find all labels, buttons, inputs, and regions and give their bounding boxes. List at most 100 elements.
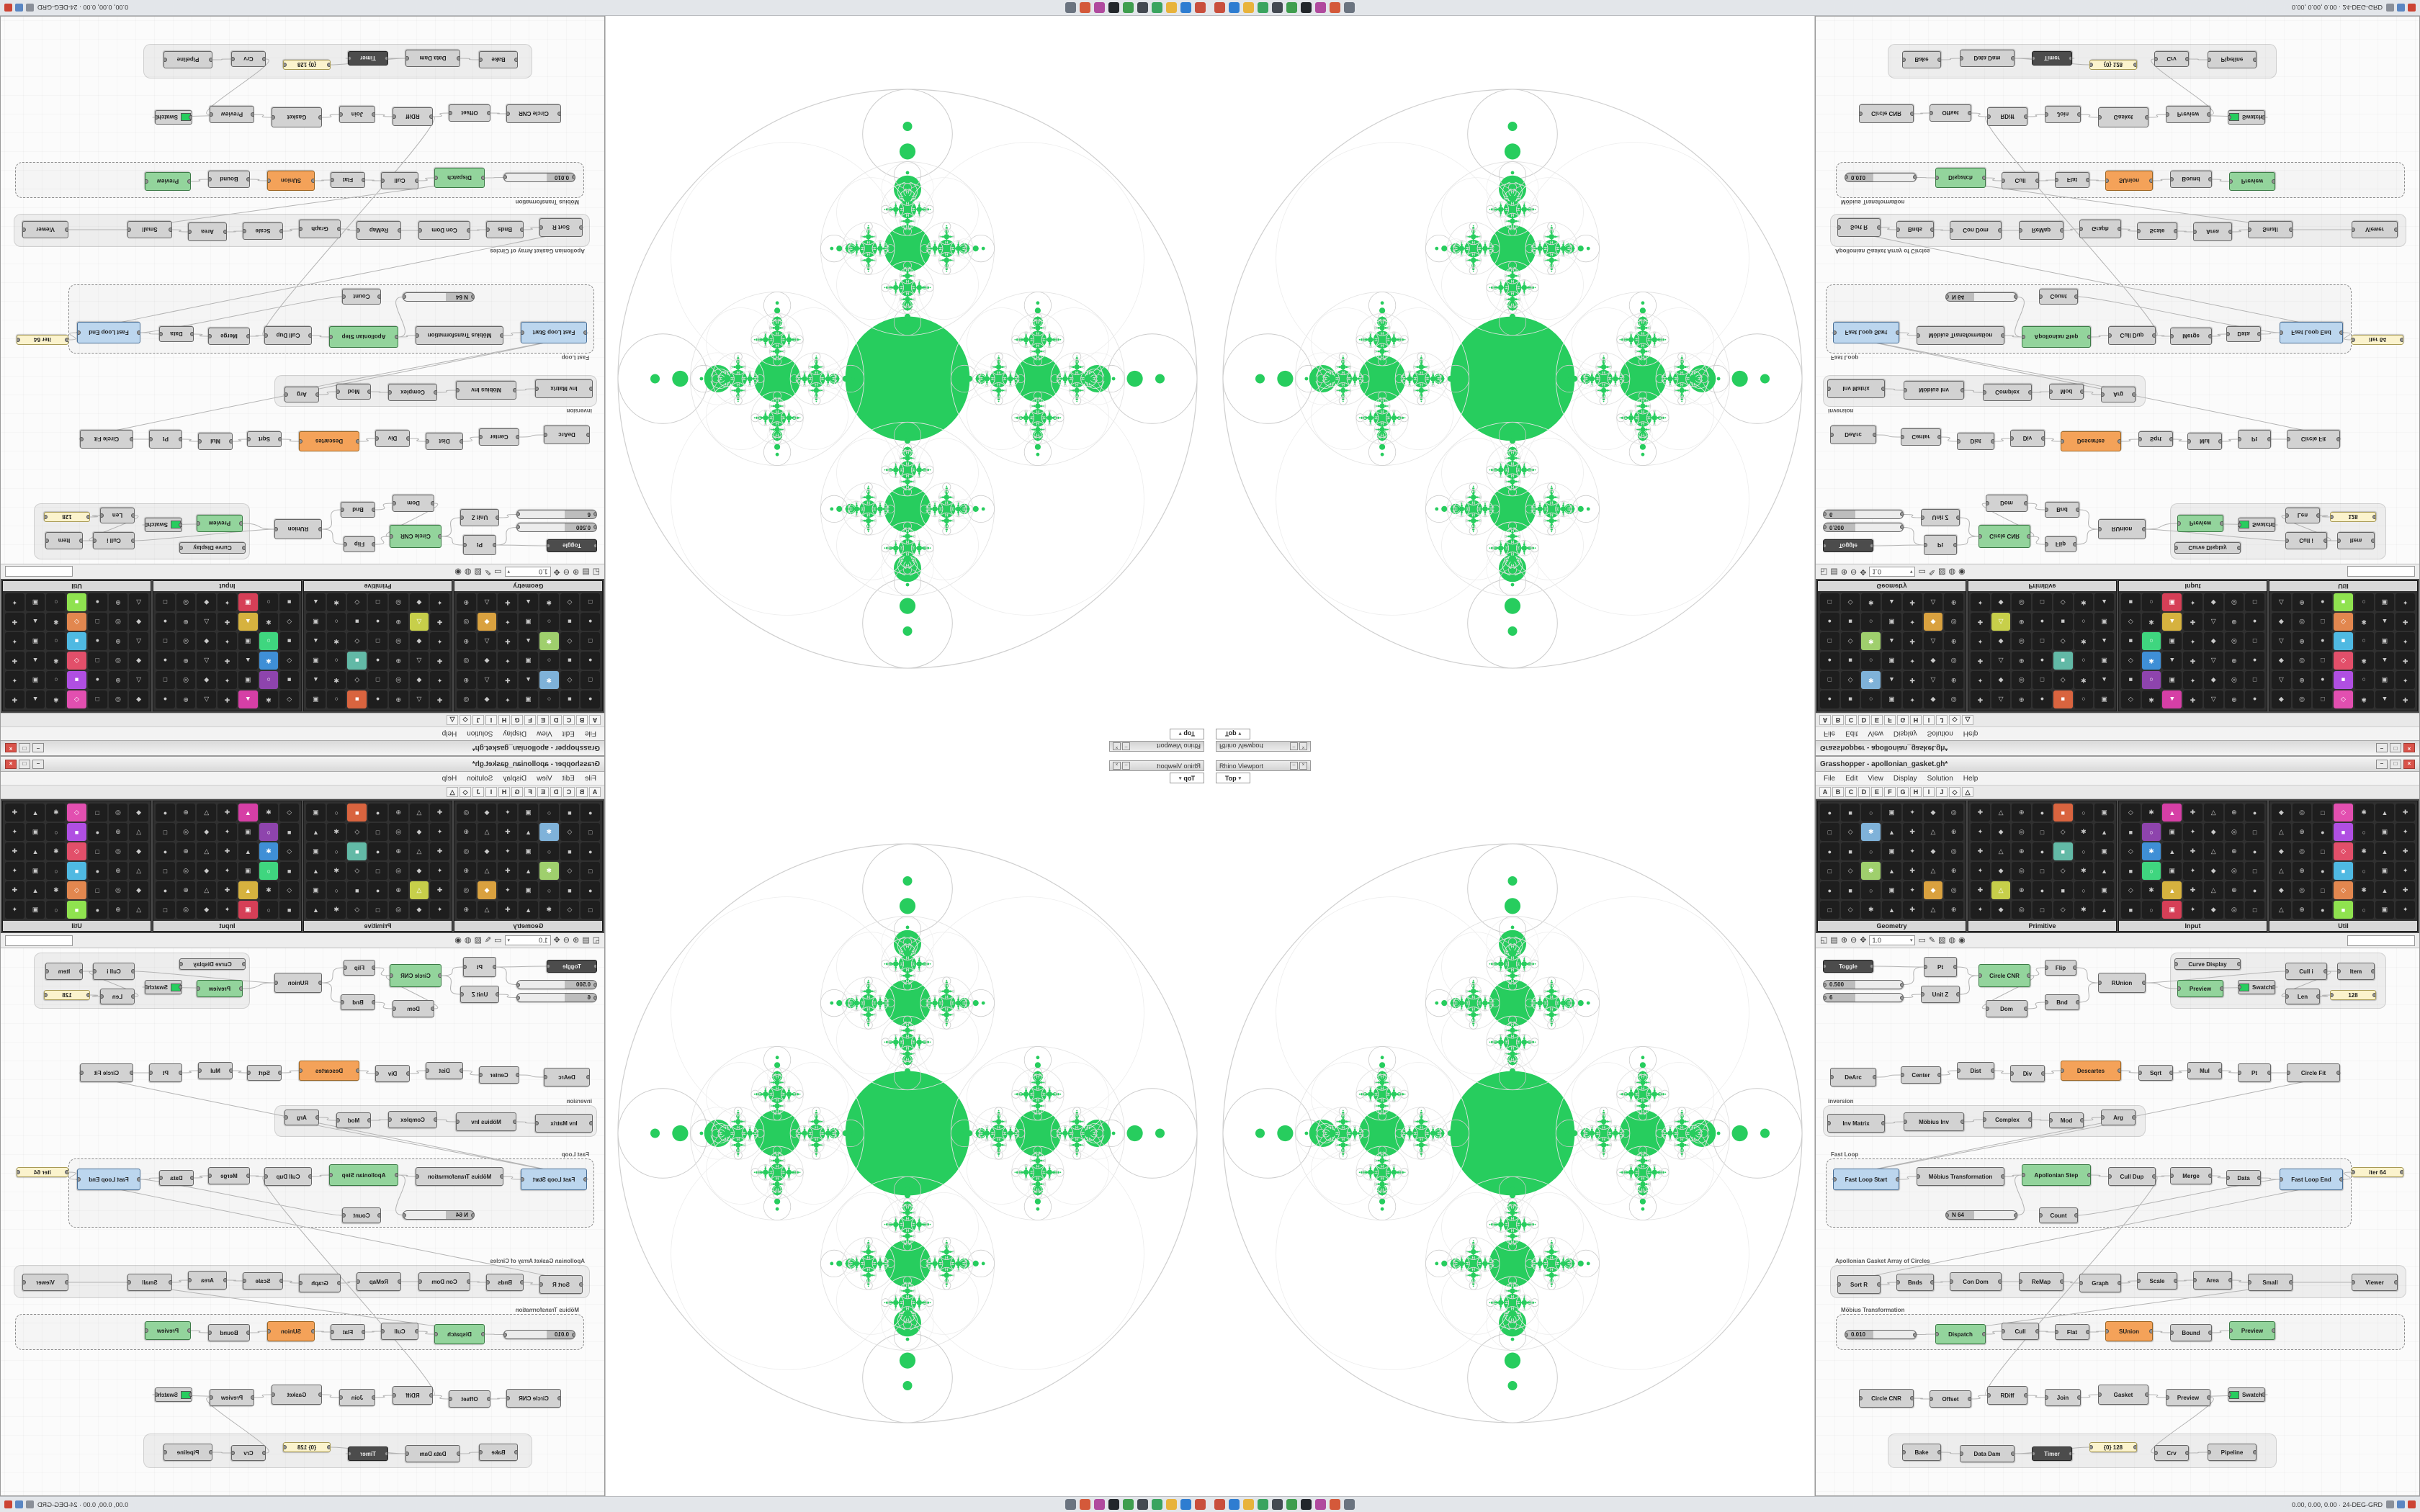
component-icon[interactable]: ▣: [519, 881, 538, 899]
gh-node[interactable]: Center: [1901, 1066, 1941, 1084]
component-icon[interactable]: ●: [1820, 613, 1839, 631]
component-icon[interactable]: ✦: [430, 593, 449, 611]
component-icon[interactable]: ✦: [2396, 632, 2415, 650]
component-icon[interactable]: ⊕: [2224, 881, 2244, 899]
gh-node[interactable]: Descartes: [2061, 431, 2121, 451]
component-icon[interactable]: ◎: [2292, 804, 2312, 822]
component-icon[interactable]: ▲: [238, 613, 258, 631]
component-icon[interactable]: ⊕: [176, 881, 196, 899]
cluster-icon[interactable]: ◍: [464, 567, 472, 577]
gh-node[interactable]: Scale: [243, 222, 283, 240]
gh-node[interactable]: Cull Dup: [2108, 1167, 2156, 1186]
component-icon[interactable]: ✱: [259, 804, 279, 822]
component-icon[interactable]: ⊕: [2224, 842, 2244, 860]
gh-tab-7[interactable]: H: [498, 715, 510, 725]
component-icon[interactable]: △: [2203, 613, 2223, 631]
gh-node[interactable]: Offset: [449, 104, 490, 122]
grasshopper-icon[interactable]: [1123, 2, 1134, 13]
component-icon[interactable]: ✚: [2396, 842, 2415, 860]
gh-node[interactable]: {0} 128: [2089, 1442, 2137, 1452]
component-icon[interactable]: ●: [368, 690, 387, 708]
component-icon[interactable]: ◇: [279, 881, 299, 899]
component-icon[interactable]: △: [409, 881, 429, 899]
component-icon[interactable]: ⊕: [108, 862, 128, 880]
component-icon[interactable]: ◆: [197, 593, 217, 611]
gh-node[interactable]: Count: [2039, 289, 2078, 305]
component-icon[interactable]: ■: [347, 842, 367, 860]
component-icon[interactable]: ✦: [5, 632, 24, 650]
music-icon[interactable]: [1080, 1499, 1090, 1510]
component-icon[interactable]: ✱: [1861, 823, 1881, 841]
component-icon[interactable]: ▣: [306, 690, 326, 708]
gh-node[interactable]: Viewer: [22, 1274, 68, 1291]
component-icon[interactable]: ▲: [519, 901, 538, 919]
component-icon[interactable]: ✚: [218, 842, 237, 860]
gh-tab-4[interactable]: E: [1871, 787, 1883, 797]
component-icon[interactable]: ◇: [67, 613, 86, 631]
gh-node[interactable]: Dom: [393, 495, 434, 512]
gh-node[interactable]: Cull: [381, 172, 418, 189]
gh-node[interactable]: Apollonian Step: [2022, 1164, 2091, 1186]
component-icon[interactable]: ▲: [2094, 862, 2114, 880]
component-icon[interactable]: ◎: [108, 881, 128, 899]
component-icon[interactable]: ●: [87, 671, 107, 689]
component-icon[interactable]: ◆: [2272, 881, 2291, 899]
gh-node[interactable]: Gasket: [2098, 107, 2148, 127]
gh-node[interactable]: 128: [44, 512, 90, 522]
component-icon[interactable]: ◆: [409, 823, 429, 841]
gh-node[interactable]: Cull i: [2285, 963, 2327, 980]
menu-solution[interactable]: Solution: [1927, 729, 1953, 738]
component-icon[interactable]: △: [409, 842, 429, 860]
gh-node[interactable]: Graph: [299, 220, 341, 238]
gh-tab-3[interactable]: D: [550, 787, 562, 797]
component-icon[interactable]: ■: [67, 671, 86, 689]
save-icon[interactable]: ▤: [1830, 935, 1838, 945]
gh-node[interactable]: Flip: [344, 536, 375, 552]
component-icon[interactable]: ○: [1861, 613, 1881, 631]
gh-node[interactable]: Mod: [336, 1112, 371, 1128]
grasshopper-icon[interactable]: [1123, 1499, 1134, 1510]
component-icon[interactable]: □: [368, 862, 387, 880]
gh-node[interactable]: Preview: [210, 1389, 254, 1406]
gh-node[interactable]: Dist: [1957, 1062, 1994, 1079]
menu-solution[interactable]: Solution: [1927, 774, 1953, 783]
gh-tab-0[interactable]: A: [589, 787, 601, 797]
gh-node[interactable]: Mul: [198, 433, 233, 450]
component-icon[interactable]: ●: [2245, 881, 2264, 899]
viewport-tab-top[interactable]: Top ▾: [1216, 773, 1250, 783]
component-icon[interactable]: ✦: [1902, 613, 1922, 631]
gh-tab-7[interactable]: H: [1910, 715, 1922, 725]
gh-node[interactable]: Pt: [1924, 535, 1957, 555]
component-icon[interactable]: ◎: [388, 901, 408, 919]
component-icon[interactable]: ✚: [1971, 842, 1990, 860]
component-icon[interactable]: ◇: [2334, 690, 2353, 708]
component-icon[interactable]: ◇: [2121, 804, 2141, 822]
gh-tab-1[interactable]: B: [576, 715, 588, 725]
component-icon[interactable]: ▣: [2094, 652, 2114, 670]
minimize-button[interactable]: –: [2376, 743, 2388, 753]
component-icon[interactable]: ✚: [498, 823, 518, 841]
component-icon[interactable]: △: [197, 652, 217, 670]
component-icon[interactable]: ▲: [1882, 823, 1901, 841]
viewport-canvas[interactable]: [606, 16, 1210, 756]
rhino-viewport[interactable]: Rhino Viewport – × Top ▾: [1210, 756, 1815, 1496]
gh-node[interactable]: Fast Loop End: [77, 322, 140, 343]
grasshopper-titlebar[interactable]: Grasshopper - apollonian_gasket.gh* – □ ×: [1816, 757, 2419, 772]
component-icon[interactable]: ✦: [2396, 593, 2415, 611]
gh-node[interactable]: Flat: [2055, 1324, 2089, 1340]
component-icon[interactable]: ■: [67, 632, 86, 650]
component-icon[interactable]: ●: [2033, 690, 2052, 708]
component-icon[interactable]: ⊕: [2292, 862, 2312, 880]
component-icon[interactable]: □: [2313, 613, 2333, 631]
component-icon[interactable]: ◆: [477, 690, 497, 708]
component-icon[interactable]: ◎: [2012, 862, 2032, 880]
music-icon[interactable]: [1330, 2, 1340, 13]
component-icon[interactable]: ▲: [2162, 842, 2182, 860]
component-icon[interactable]: △: [129, 593, 148, 611]
component-icon[interactable]: △: [477, 671, 497, 689]
start-icon[interactable]: [1195, 1499, 1206, 1510]
gh-node[interactable]: Fast Loop Start: [1833, 322, 1899, 343]
component-icon[interactable]: ▣: [2375, 823, 2395, 841]
component-icon[interactable]: △: [1991, 804, 2011, 822]
mail-icon[interactable]: [1152, 1499, 1162, 1510]
